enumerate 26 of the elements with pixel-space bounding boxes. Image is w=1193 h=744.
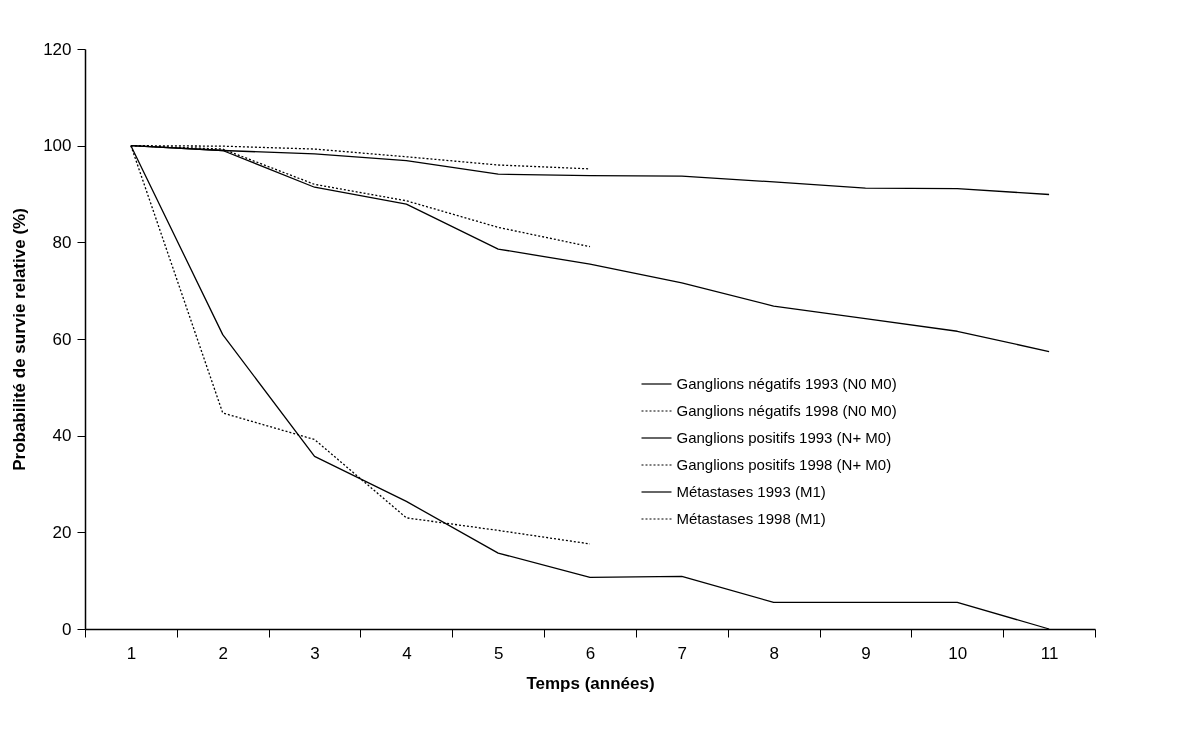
x-tick-label: 4 <box>402 643 412 663</box>
x-tick-label: 5 <box>493 643 504 663</box>
x-tick-label: 3 <box>310 643 320 663</box>
y-tick-label: 120 <box>43 39 72 59</box>
x-tick-label: 7 <box>677 643 688 663</box>
x-tick-label: 8 <box>769 643 779 663</box>
legend-label: Métastases 1998 (M1) <box>676 510 826 527</box>
x-tick-label: 1 <box>126 643 137 663</box>
y-tick-label: 80 <box>52 232 72 252</box>
legend-label: Métastases 1993 (M1) <box>676 483 826 500</box>
x-tick-label: 10 <box>948 643 968 663</box>
y-tick-label: 100 <box>43 136 72 156</box>
y-tick-label: 0 <box>62 619 72 639</box>
x-tick-label: 6 <box>585 643 596 663</box>
legend-label: Ganglions positifs 1993 (N+ M0) <box>676 429 892 446</box>
y-tick-label: 20 <box>52 522 72 542</box>
legend-label: Ganglions positifs 1998 (N+ M0) <box>676 456 892 473</box>
legend-label: Ganglions négatifs 1993 (N0 M0) <box>676 375 897 392</box>
legend-label: Ganglions négatifs 1998 (N0 M0) <box>676 402 897 419</box>
y-axis-title: Probabilité de survie relative (%) <box>10 208 30 471</box>
y-tick-label: 40 <box>52 426 72 446</box>
x-tick-label: 9 <box>861 643 871 663</box>
x-tick-label: 2 <box>218 643 228 663</box>
x-tick-label: 11 <box>1040 643 1059 663</box>
x-axis-title: Temps (années) <box>526 673 655 693</box>
y-tick-label: 60 <box>52 329 72 349</box>
